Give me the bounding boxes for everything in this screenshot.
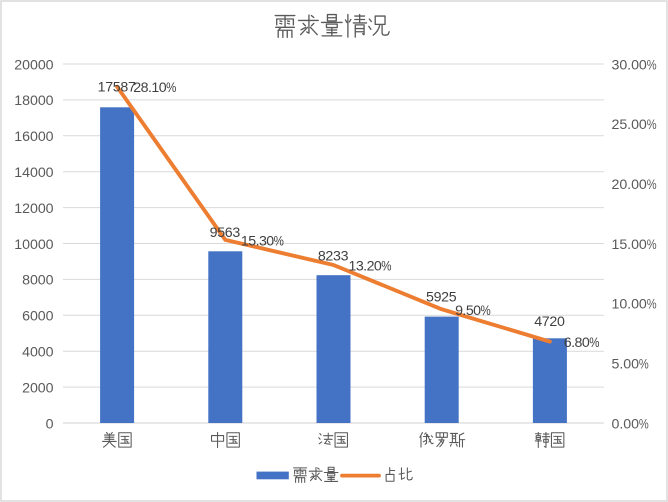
svg-text:17587: 17587 bbox=[98, 80, 136, 96]
svg-text:20000: 20000 bbox=[14, 57, 53, 73]
svg-text:25.00%: 25.00% bbox=[612, 117, 657, 133]
svg-text:16000: 16000 bbox=[14, 129, 53, 145]
svg-text:12000: 12000 bbox=[14, 201, 53, 217]
svg-text:10000: 10000 bbox=[14, 237, 53, 253]
svg-text:6.80%: 6.80% bbox=[564, 335, 600, 351]
svg-text:6000: 6000 bbox=[22, 309, 54, 325]
svg-text:18000: 18000 bbox=[14, 93, 53, 109]
svg-text:13.20%: 13.20% bbox=[349, 259, 392, 275]
svg-text:15.00%: 15.00% bbox=[612, 237, 657, 253]
svg-text:15.30%: 15.30% bbox=[241, 233, 284, 249]
svg-text:9.50%: 9.50% bbox=[455, 303, 491, 319]
svg-text:4720: 4720 bbox=[534, 314, 565, 330]
svg-text:28.10%: 28.10% bbox=[133, 80, 176, 96]
svg-text:0: 0 bbox=[46, 416, 54, 432]
svg-text:8000: 8000 bbox=[22, 273, 54, 289]
svg-text:5.00%: 5.00% bbox=[612, 357, 650, 373]
svg-text:2000: 2000 bbox=[22, 380, 54, 396]
svg-text:10.00%: 10.00% bbox=[612, 297, 657, 313]
svg-text:20.00%: 20.00% bbox=[612, 177, 657, 193]
svg-text:5925: 5925 bbox=[426, 289, 457, 305]
svg-text:0.00%: 0.00% bbox=[612, 416, 650, 432]
svg-text:30.00%: 30.00% bbox=[612, 57, 657, 73]
svg-text:4000: 4000 bbox=[22, 345, 54, 361]
svg-text:9563: 9563 bbox=[210, 225, 241, 241]
svg-text:14000: 14000 bbox=[14, 165, 53, 181]
svg-text:8233: 8233 bbox=[318, 249, 349, 265]
